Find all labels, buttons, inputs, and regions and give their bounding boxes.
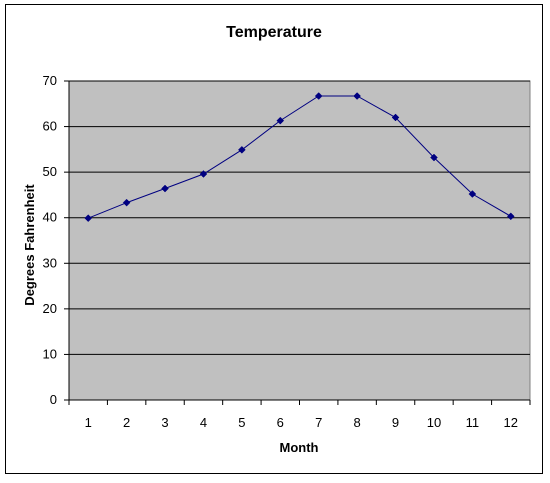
y-tick-label: 30	[43, 255, 57, 270]
x-tick-label: 9	[392, 415, 399, 430]
x-tick-label: 11	[466, 415, 480, 430]
data-point	[314, 92, 323, 100]
series-line	[88, 95, 512, 219]
x-tick-labels: 1 2 3 4 5 6 7 8 9 10 11 12	[85, 415, 518, 430]
data-point	[199, 170, 208, 178]
data-point	[468, 190, 477, 198]
x-tick-label: 12	[504, 415, 518, 430]
x-tick-label: 2	[123, 415, 130, 430]
data-point	[238, 145, 246, 154]
x-tick-label: 10	[427, 415, 441, 430]
x-tick-label: 6	[277, 415, 284, 430]
data-point	[391, 113, 400, 122]
data-point	[506, 212, 515, 221]
data-point	[84, 214, 93, 223]
y-tick-label: 70	[43, 73, 57, 88]
plot-area-group	[68, 80, 531, 401]
x-tick-label: 8	[354, 415, 361, 430]
axes	[64, 80, 531, 405]
data-point	[353, 92, 361, 100]
x-tick-label: 7	[315, 415, 322, 430]
data-point	[122, 198, 131, 207]
y-tick-label: 60	[43, 119, 57, 134]
y-tick-label: 50	[43, 164, 57, 179]
x-axis-label: Month	[280, 440, 319, 455]
data-point	[430, 153, 438, 162]
y-axis-label: Degrees Fahrenheit	[22, 184, 37, 306]
x-tick-label: 1	[85, 415, 92, 430]
y-tick-labels: 0 10 20 30 40 50 60 70	[43, 73, 57, 407]
x-tick-label: 4	[200, 415, 207, 430]
chart-title: Temperature	[226, 24, 322, 41]
plot-area	[68, 80, 531, 401]
y-tick-label: 0	[50, 392, 57, 407]
y-tick-label: 10	[43, 346, 57, 361]
x-tick-label: 3	[161, 415, 168, 430]
x-tick-label: 5	[238, 415, 245, 430]
y-tick-label: 40	[43, 210, 57, 225]
y-tick-label: 20	[43, 301, 57, 316]
series-line-group	[84, 92, 515, 223]
data-point	[276, 116, 285, 125]
gridlines	[69, 80, 530, 355]
data-point	[161, 184, 169, 193]
